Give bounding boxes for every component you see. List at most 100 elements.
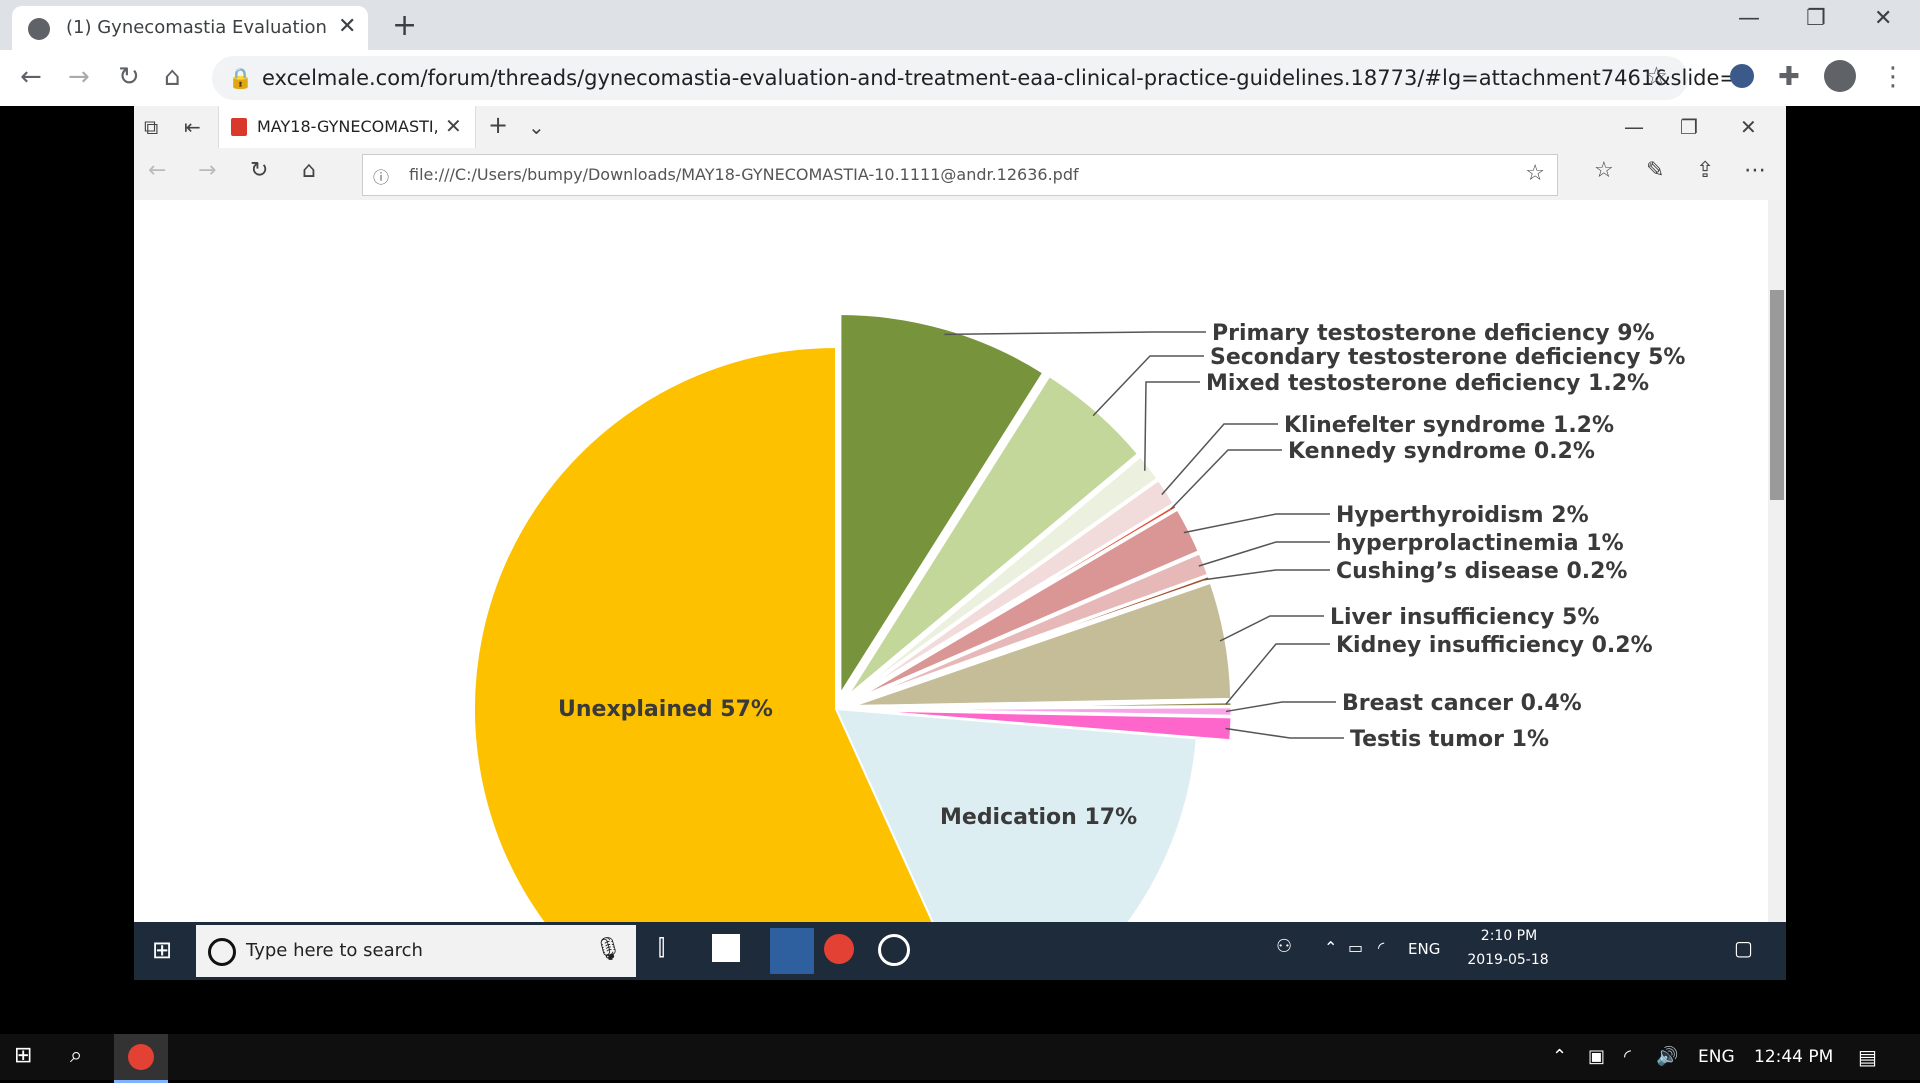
leader-line [1225,643,1330,705]
slice-label: Kennedy syndrome 0.2% [1288,439,1595,464]
tab-actions-icon[interactable]: ⧉ [144,115,159,139]
microphone-icon[interactable]: 🎙 [594,937,622,962]
taskbar: ⊞ ⌕ ⌃ ▣ ◜ 🔊 ENG 12:44 PM ▤ [0,1034,1920,1083]
close-icon[interactable]: ✕ [445,114,462,138]
language-indicator[interactable]: ENG [1698,1047,1735,1067]
chrome-taskbar-button[interactable] [114,1034,168,1083]
new-tab-icon[interactable]: + [488,111,509,139]
leader-line [1203,569,1330,581]
chevron-up-icon[interactable]: ⌃ [1552,1046,1568,1067]
edge-toolbar: ← → ↻ ⌂ ⓘ file:///C:/Users/bumpy/Downloa… [134,148,1786,201]
bookmark-star-icon[interactable]: ☆ [1644,62,1668,92]
leader-line [1183,513,1330,534]
pie-slice [834,707,1198,956]
clock-time[interactable]: 2:10 PM [1480,928,1538,944]
search-placeholder[interactable]: Type here to search [246,940,423,961]
home-icon[interactable]: ⌂ [164,62,181,92]
pie-chart: Primary testosterone deficiency 9%Second… [473,312,1685,956]
puzzle-icon[interactable]: ✚ [1778,62,1800,92]
leader-line [1144,381,1200,471]
chrome-icon[interactable] [824,934,854,964]
edge-tab-title: MAY18-GYNECOMASTI, [257,117,437,136]
edge-icon[interactable] [770,928,814,974]
windows-start-icon[interactable]: ⊞ [14,1043,33,1068]
browser-tab-title: (1) Gynecomastia Evaluation and [66,17,326,38]
edge-tab[interactable]: MAY18-GYNECOMASTI, ✕ [218,106,476,148]
menu-icon[interactable]: ⋮ [1880,62,1906,92]
restore-icon[interactable]: ❐ [1806,6,1826,31]
slice-label: Medication 17% [940,805,1137,830]
task-view-icon[interactable]: ⫿ [658,936,666,961]
home-icon[interactable]: ⌂ [302,158,316,183]
slice-label: Unexplained 57% [558,697,773,722]
chrome-icon [128,1044,154,1070]
pen-icon[interactable]: ✎ [1646,158,1665,183]
forward-icon[interactable]: → [198,158,217,183]
meet-now-icon[interactable]: ▣ [1588,1046,1606,1067]
extension-icon[interactable] [1730,64,1754,88]
leader-line [944,331,1206,336]
more-icon[interactable]: ⋯ [1744,158,1766,183]
slice-label: Liver insufficiency 5% [1330,605,1599,630]
forward-icon[interactable]: → [68,62,90,92]
leader-line [1225,727,1344,739]
browser-toolbar: ← → ↻ ⌂ 🔒 excelmale.com/forum/threads/gy… [0,50,1920,107]
volume-icon[interactable]: 🔊 [1656,1046,1679,1067]
language-indicator[interactable]: ENG [1408,940,1441,958]
pie-slice [838,312,1046,701]
edge-address-bar[interactable]: ⓘ file:///C:/Users/bumpy/Downloads/MAY18… [362,154,1558,196]
scrollbar-thumb[interactable] [1770,290,1784,500]
clock-time[interactable]: 12:44 PM [1754,1047,1834,1067]
taskbar-search[interactable]: Type here to search 🎙 [196,925,636,977]
media-player-icon[interactable] [878,934,910,966]
slice-label: Klinefelter syndrome 1.2% [1284,413,1614,438]
search-icon[interactable]: ⌕ [70,1043,83,1068]
leader-line [1198,541,1330,567]
favorites-icon[interactable]: ☆ [1594,158,1614,183]
favorite-star-icon[interactable]: ☆ [1525,161,1545,186]
people-icon[interactable]: ⚇ [1276,936,1293,957]
address-url[interactable]: excelmale.com/forum/threads/gynecomastia… [262,66,1751,90]
close-window-icon[interactable]: ✕ [1874,6,1893,31]
notifications-icon[interactable]: ▢ [1734,936,1753,960]
set-aside-icon[interactable]: ⇤ [184,115,201,139]
leader-line [1225,701,1336,713]
windows-start-icon[interactable]: ⊞ [152,936,173,964]
restore-icon[interactable]: ❐ [1680,115,1698,139]
slice-label: hyperprolactinemia 1% [1336,531,1624,556]
pdf-icon [231,118,247,136]
minimize-icon[interactable]: — [1738,6,1760,31]
back-icon[interactable]: ← [148,158,167,183]
store-icon[interactable] [712,934,740,962]
close-window-icon[interactable]: ✕ [1740,115,1757,139]
leader-line [1161,423,1278,496]
info-icon: ⓘ [373,168,390,187]
close-tab-icon[interactable]: ✕ [338,14,357,39]
slice-label: Kidney insufficiency 0.2% [1336,633,1653,658]
address-bar[interactable]: 🔒 excelmale.com/forum/threads/gynecomast… [212,56,1750,100]
slice-label: Cushing’s disease 0.2% [1336,559,1627,584]
back-icon[interactable]: ← [20,62,42,92]
browser-tab-strip: (1) Gynecomastia Evaluation and ✕ + — ❐ … [0,0,1920,50]
chevron-up-icon[interactable]: ⌃ [1324,938,1338,957]
pie-slice [848,573,1213,706]
reload-icon[interactable]: ↻ [118,62,140,92]
minimize-icon[interactable]: — [1624,115,1644,139]
share-icon[interactable]: ⇪ [1696,158,1715,183]
pie-slice [473,345,950,956]
profile-icon[interactable] [1824,60,1856,92]
pdf-viewer: Primary testosterone deficiency 9% Second… [134,200,1786,956]
browser-tab[interactable]: (1) Gynecomastia Evaluation and ✕ [12,6,368,50]
edge-address-url[interactable]: file:///C:/Users/bumpy/Downloads/MAY18-G… [409,165,1079,184]
wifi-icon[interactable]: ◜ [1378,938,1385,957]
new-tab-button[interactable]: + [392,8,418,43]
slice-label: Primary testosterone deficiency 9% [1212,321,1655,346]
refresh-icon[interactable]: ↻ [250,158,269,183]
clock-date[interactable]: 2019-05-18 [1467,952,1549,968]
chevron-down-icon[interactable]: ⌄ [528,115,545,139]
battery-icon[interactable]: ▭ [1348,938,1364,957]
slice-label: Mixed testosterone deficiency 1.2% [1206,371,1649,396]
notifications-icon[interactable]: ▤ [1858,1045,1877,1069]
edge-tab-strip: ⧉ ⇤ MAY18-GYNECOMASTI, ✕ + ⌄ — ❐ ✕ [134,106,1786,148]
wifi-icon[interactable]: ◜ [1624,1046,1631,1067]
